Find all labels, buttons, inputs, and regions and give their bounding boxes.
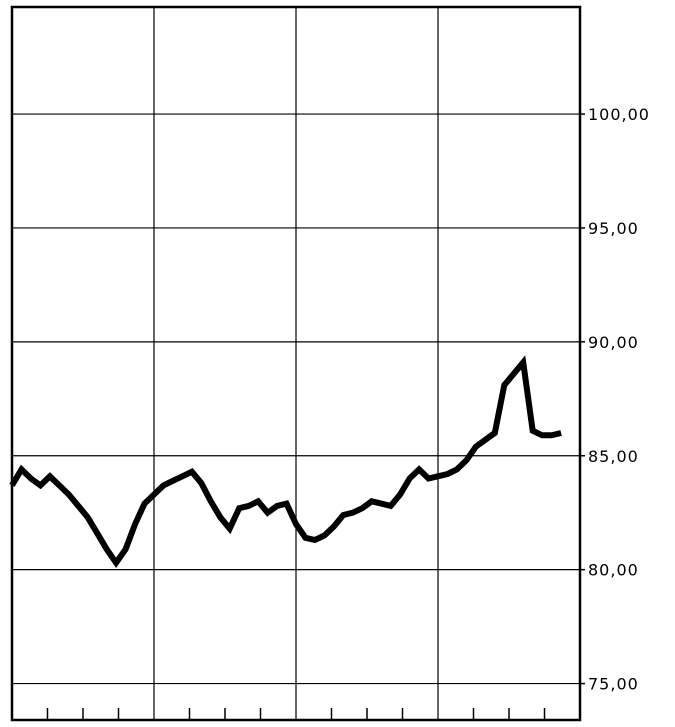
- y-tick-labels: 75,00 80,00 85,00 90,00 95,00 100,00: [588, 105, 650, 694]
- y-tick-label: 90,00: [588, 333, 639, 352]
- y-tick-label: 95,00: [588, 219, 639, 238]
- series-line: [9, 355, 562, 569]
- y-tick-label: 80,00: [588, 561, 639, 580]
- y-tick-label: 100,00: [588, 105, 650, 124]
- y-tick-label: 85,00: [588, 447, 639, 466]
- plot-frame: [10, 5, 582, 722]
- series: [9, 355, 562, 569]
- y-tick-label: 75,00: [588, 675, 639, 694]
- x-minor-ticks: [46, 708, 546, 720]
- grid: [12, 7, 585, 720]
